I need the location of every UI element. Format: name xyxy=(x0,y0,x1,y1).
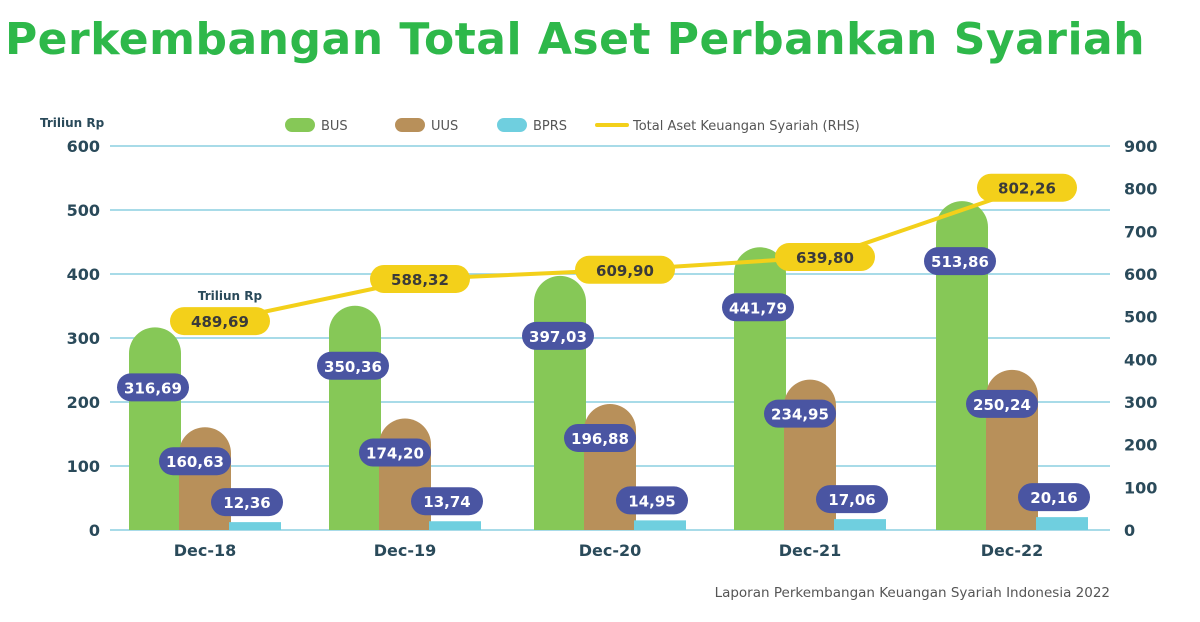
line-total-aset xyxy=(219,185,1028,324)
bar-value-pill xyxy=(816,485,888,514)
bar-value-pill xyxy=(722,293,794,322)
y-tick-left: 200 xyxy=(67,393,100,412)
line-value-pill xyxy=(575,255,675,284)
legend-label: BPRS xyxy=(533,119,567,134)
bar-bus xyxy=(734,247,786,530)
y-tick-right: 800 xyxy=(1124,180,1157,199)
y-tick-right: 100 xyxy=(1124,478,1157,497)
bar-value-pill xyxy=(522,321,594,350)
bar-value-label: 174,20 xyxy=(366,445,424,463)
legend-swatch xyxy=(497,118,527,132)
legend-label: Total Aset Keuangan Syariah (RHS) xyxy=(632,119,860,134)
bar-bus xyxy=(329,305,381,530)
bar-value-pill xyxy=(117,373,189,402)
y-tick-left: 500 xyxy=(67,201,100,220)
bar-value-pill xyxy=(966,389,1038,418)
x-tick-label: Dec-19 xyxy=(374,541,437,560)
bar-value-pill xyxy=(616,486,688,515)
x-tick-label: Dec-21 xyxy=(779,541,842,560)
bar-value-label: 316,69 xyxy=(124,379,182,397)
bar-value-label: 513,86 xyxy=(931,253,989,271)
y-tick-right: 200 xyxy=(1124,436,1157,455)
bar-value-label: 160,63 xyxy=(166,453,224,471)
legend-swatch xyxy=(285,118,315,132)
bar-value-pill xyxy=(564,423,636,452)
x-tick-label: Dec-20 xyxy=(579,541,642,560)
line-value-pill xyxy=(370,264,470,293)
bar-bprs xyxy=(229,522,281,530)
source-note: Laporan Perkembangan Keuangan Syariah In… xyxy=(714,585,1110,601)
bar-value-label: 17,06 xyxy=(828,491,875,509)
line-value-pill xyxy=(170,307,270,336)
bar-value-label: 14,95 xyxy=(628,492,675,510)
bar-value-label: 234,95 xyxy=(771,406,829,424)
bar-value-pill xyxy=(211,488,283,517)
bar-bprs xyxy=(834,519,886,530)
bar-bprs xyxy=(634,520,686,530)
bar-bus xyxy=(534,275,586,530)
bar-value-pill xyxy=(764,399,836,428)
y-tick-right: 500 xyxy=(1124,308,1157,327)
bar-value-pill xyxy=(411,487,483,516)
bar-value-label: 350,36 xyxy=(324,358,382,376)
y-tick-left: 400 xyxy=(67,265,100,284)
line-value-pill xyxy=(977,173,1077,202)
line-value-pill xyxy=(775,243,875,272)
line-value-label: 639,80 xyxy=(796,249,854,267)
bar-value-pill xyxy=(924,247,996,276)
bar-bus xyxy=(129,327,181,530)
bar-value-label: 12,36 xyxy=(223,494,270,512)
y-tick-right: 0 xyxy=(1124,521,1135,540)
y-tick-right: 600 xyxy=(1124,265,1157,284)
bar-bus xyxy=(936,201,988,530)
x-tick-label: Dec-22 xyxy=(981,541,1044,560)
bar-bprs xyxy=(1036,517,1088,530)
page-title: Perkembangan Total Aset Perbankan Syaria… xyxy=(4,14,1146,65)
y-tick-right: 300 xyxy=(1124,393,1157,412)
line-value-label: 588,32 xyxy=(391,271,449,289)
line-value-label: 802,26 xyxy=(998,180,1056,198)
bar-value-label: 397,03 xyxy=(529,328,587,346)
bar-value-label: 20,16 xyxy=(1030,489,1077,507)
bar-value-pill xyxy=(159,447,231,476)
bar-value-pill xyxy=(359,438,431,467)
y-tick-left: 100 xyxy=(67,457,100,476)
bar-value-pill xyxy=(317,351,389,380)
x-tick-label: Dec-18 xyxy=(174,541,237,560)
y-tick-right: 700 xyxy=(1124,222,1157,241)
y-tick-right: 900 xyxy=(1124,137,1157,156)
line-value-label: 609,90 xyxy=(596,262,654,280)
y-axis-label: Triliun Rp xyxy=(40,116,105,130)
bar-value-label: 196,88 xyxy=(571,430,629,448)
bar-value-label: 441,79 xyxy=(729,299,787,317)
legend-swatch xyxy=(395,118,425,132)
bar-value-pill xyxy=(1018,483,1090,512)
y-tick-left: 0 xyxy=(89,521,100,540)
line-unit-annotation: Triliun Rp xyxy=(198,289,263,303)
legend-label: BUS xyxy=(321,119,348,134)
line-value-label: 489,69 xyxy=(191,313,249,331)
y-tick-left: 600 xyxy=(67,137,100,156)
bar-bprs xyxy=(429,521,481,530)
bar-value-label: 13,74 xyxy=(423,493,470,511)
y-tick-left: 300 xyxy=(67,329,100,348)
bar-value-label: 250,24 xyxy=(973,396,1031,414)
legend-label: UUS xyxy=(431,119,458,134)
y-tick-right: 400 xyxy=(1124,350,1157,369)
